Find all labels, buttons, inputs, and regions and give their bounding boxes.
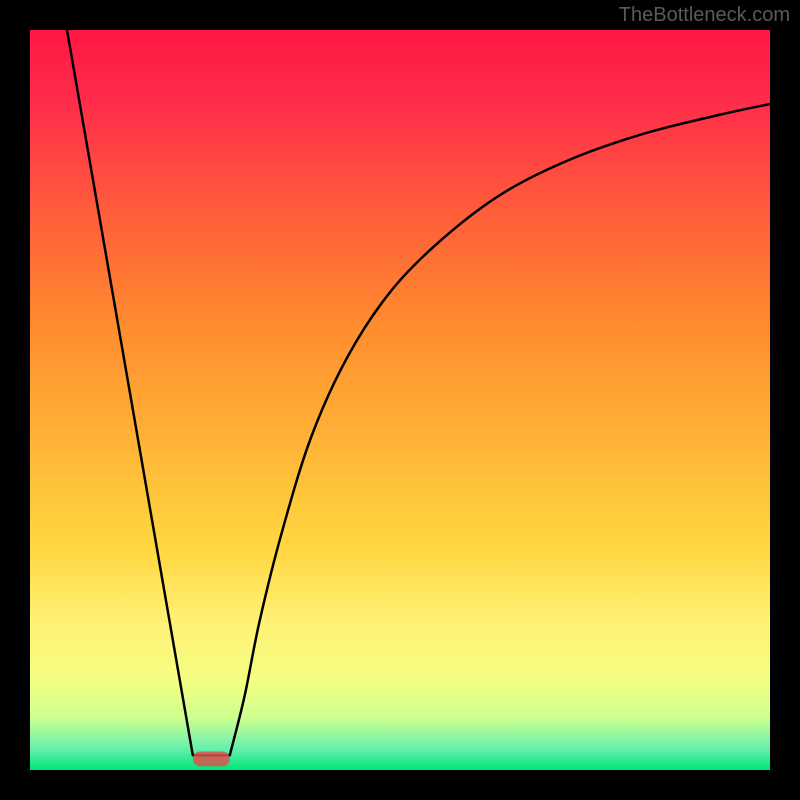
chart-svg [0,0,800,800]
watermark-text: TheBottleneck.com [619,4,790,27]
bottleneck-chart: TheBottleneck.com [0,0,800,800]
valley-marker [193,752,230,767]
